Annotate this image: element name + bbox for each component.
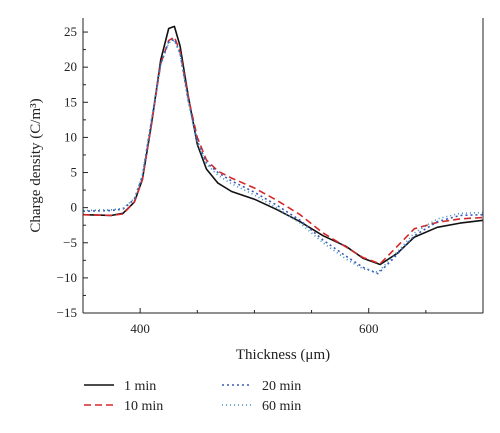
series-line-1-min <box>82 25 484 266</box>
y-axis-title-text: Charge density (C/m³) <box>28 98 44 232</box>
axes: −15 −10 −5 0 5 10 15 20 25 400 600 <box>57 18 484 336</box>
y-tick-label: −10 <box>57 270 77 285</box>
y-tick-label: 20 <box>64 59 77 74</box>
legend-label: 1 min <box>124 379 156 394</box>
y-tick-label: −5 <box>63 235 77 250</box>
y-tick-label: 0 <box>71 200 78 215</box>
legend: 1 min 10 min 20 min 60 min <box>84 379 301 414</box>
series-line-20-min <box>82 38 484 275</box>
legend-label: 20 min <box>262 379 301 394</box>
y-tick-label: 5 <box>71 165 78 180</box>
series-line-10-min <box>82 36 484 265</box>
y-tick-label: 10 <box>64 129 77 144</box>
plot-area <box>82 25 484 275</box>
series-line-60-min <box>82 39 484 274</box>
x-tick-label: 400 <box>130 321 150 336</box>
x-tick-label: 600 <box>359 321 379 336</box>
y-tick-label: 25 <box>64 24 77 39</box>
legend-label: 10 min <box>124 399 163 414</box>
y-tick-label: −15 <box>57 305 77 320</box>
y-tick-label: 15 <box>64 94 77 109</box>
legend-label: 60 min <box>262 399 301 414</box>
y-axis-title: Charge density (C/m³) <box>28 98 44 232</box>
x-axis-title: Thickness (μm) <box>236 347 330 363</box>
